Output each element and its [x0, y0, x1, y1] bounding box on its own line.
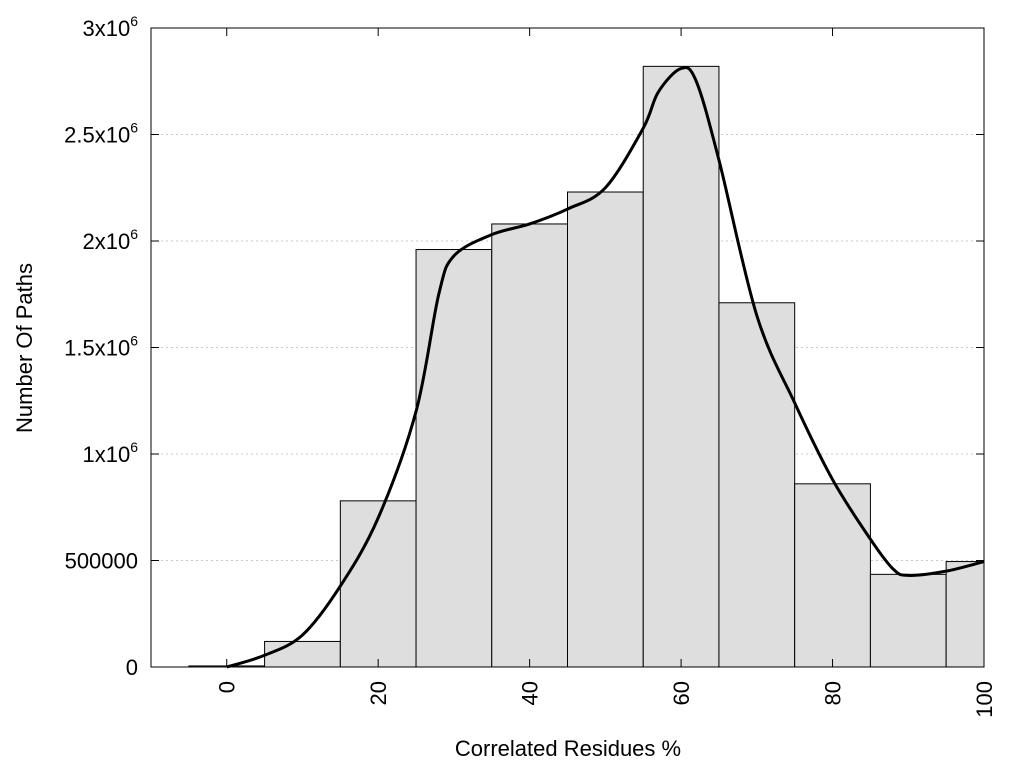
histogram-bar: [642, 65, 720, 668]
y-tick-label: 1x106: [82, 439, 138, 467]
x-tick-label: 20: [366, 681, 391, 705]
histogram-bars: [188, 65, 985, 668]
y-tick-label: 500000: [65, 549, 138, 574]
x-tick-label: 0: [215, 681, 240, 693]
histogram-bar: [869, 573, 947, 668]
histogram-bar: [718, 302, 796, 668]
x-tick-label: 80: [821, 681, 846, 705]
histogram-bar: [339, 500, 417, 668]
histogram-bar: [415, 249, 493, 668]
histogram-bar: [945, 561, 985, 668]
y-tick-label: 1.5x106: [64, 333, 138, 361]
density-curve: [226, 66, 985, 669]
y-tick-label: 3x106: [82, 13, 138, 41]
density-curve-layer: [226, 66, 985, 669]
y-tick-label: 2.5x106: [64, 120, 138, 148]
y-axis-ticks: 0 500000 1x106 1.5x106 2x106 2.5x106 3x106: [64, 13, 984, 680]
x-axis-ticks: 0 20 40 60 80 100: [215, 28, 997, 718]
y-tick-label: 2x106: [82, 226, 138, 254]
histogram-bar: [794, 483, 871, 668]
x-tick-label: 40: [518, 681, 543, 705]
histogram-bar: [567, 191, 644, 668]
histogram-bar: [491, 223, 569, 668]
x-tick-label: 60: [669, 681, 694, 705]
x-axis-title: Correlated Residues %: [455, 736, 681, 761]
histogram-bar: [264, 640, 341, 668]
y-axis-title: Number Of Paths: [12, 263, 37, 433]
x-tick-label: 100: [972, 681, 997, 718]
y-tick-label: 0: [126, 655, 138, 680]
